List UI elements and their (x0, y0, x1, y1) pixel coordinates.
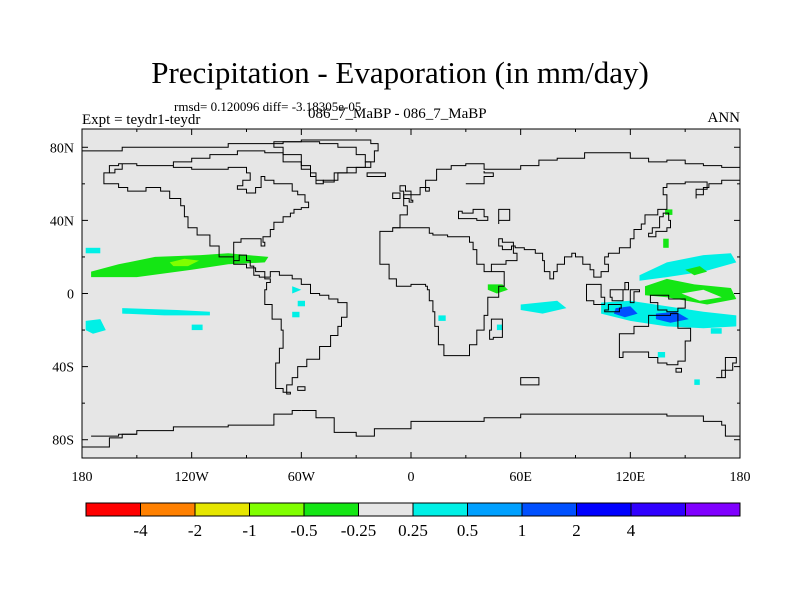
anomaly-region (191, 324, 203, 331)
lon-tick-label: 60E (509, 470, 532, 485)
anomaly-region (710, 328, 722, 334)
anomaly-region (639, 253, 737, 281)
anomaly-region (297, 300, 305, 307)
colorbar-swatch (194, 502, 250, 517)
coastline (609, 282, 629, 302)
lon-tick-label: 180 (730, 470, 751, 485)
colorbar-label: -1 (242, 521, 256, 540)
colorbar-swatch (630, 502, 686, 517)
colorbar-label: 4 (627, 521, 636, 540)
lon-tick-label: 60W (288, 470, 316, 485)
anomaly-region (292, 286, 302, 294)
lon-tick-label: 180 (72, 470, 93, 485)
anomaly-region (292, 311, 300, 318)
coastline (273, 139, 379, 183)
colorbar: -4 -2 -1 -0.5 -0.25 0.25 0.5 1 2 4 (85, 502, 741, 540)
coastline (489, 318, 503, 340)
colorbar-label: -4 (133, 521, 148, 540)
latitude-axis: 80N 40N 0 40S 80S (50, 141, 740, 449)
anomaly-region (655, 311, 689, 323)
coastline (91, 433, 137, 437)
coastline (379, 179, 740, 357)
lon-tick-label: 0 (408, 470, 415, 485)
stats-line: rmsd= 0.120096 diff= -3.18305e-05 (174, 99, 362, 114)
anomaly-region (85, 319, 106, 334)
anomaly-region (122, 308, 210, 316)
coastline (366, 172, 386, 177)
colorbar-label: 0.5 (457, 521, 478, 540)
coastline (675, 367, 682, 373)
anomaly-region (685, 266, 708, 276)
coastline (465, 171, 494, 185)
coastline (520, 377, 540, 386)
lon-tick-label: 120E (616, 470, 646, 485)
coastline (716, 357, 737, 379)
anomaly-region (85, 247, 101, 254)
coastline-layer (82, 139, 740, 458)
colorbar-swatch (412, 502, 468, 517)
coastline (458, 208, 489, 221)
coastline (586, 283, 606, 305)
colorbar-swatch (467, 502, 523, 517)
coastline (399, 185, 414, 203)
colorbar-label: -0.25 (341, 521, 376, 540)
colorbar-swatch (358, 502, 414, 517)
lat-tick-label: 40S (52, 361, 74, 376)
coastline (301, 410, 740, 440)
anomaly-region (169, 258, 199, 267)
coastline (498, 208, 511, 224)
coastline (82, 410, 302, 458)
chart-title: Precipitation - Evaporation (in mm/day) (151, 55, 649, 90)
colorbar-label: -2 (188, 521, 202, 540)
coastline (618, 313, 692, 366)
case-label: 086_7_MaBP - 086_7_MaBP (308, 106, 487, 122)
coastline (629, 289, 640, 304)
lat-tick-label: 80N (50, 141, 74, 156)
colorbar-swatch (685, 502, 741, 517)
lat-tick-label: 80S (52, 434, 74, 449)
coastline (82, 141, 372, 395)
lon-tick-label: 120W (175, 470, 210, 485)
colorbar-swatch (521, 502, 577, 517)
longitude-axis: 180 120W 60W 0 60E 120E 180 (72, 129, 751, 485)
coastline (649, 294, 686, 313)
anomaly-region (657, 352, 666, 358)
coastline (392, 192, 401, 199)
coastline (297, 386, 306, 391)
colorbar-label: -0.5 (291, 521, 318, 540)
colorbar-label: 1 (518, 521, 527, 540)
colorbar-label: 0.25 (398, 521, 428, 540)
coastline (604, 304, 622, 313)
anomaly-region (496, 324, 503, 331)
anomaly-region (520, 300, 567, 314)
experiment-label: Expt = teydr1-teydr (82, 112, 201, 128)
anomaly-region (681, 289, 722, 301)
anomaly-region (438, 315, 446, 321)
anomaly-region (694, 379, 700, 385)
coastline (648, 212, 671, 238)
colorbar-swatch (85, 502, 141, 517)
colorbar-swatch (303, 502, 359, 517)
colorbar-swatch (140, 502, 196, 517)
colorbar-swatch (576, 502, 632, 517)
lat-tick-label: 0 (67, 288, 74, 303)
season-label: ANN (707, 110, 741, 126)
anomaly-layer (85, 209, 737, 385)
coastline (392, 152, 740, 229)
lat-tick-label: 40N (50, 214, 74, 229)
colorbar-swatch (249, 502, 305, 517)
coastline (109, 163, 123, 174)
anomaly-region (663, 238, 669, 248)
map-background (82, 129, 740, 458)
colorbar-label: 2 (572, 521, 581, 540)
